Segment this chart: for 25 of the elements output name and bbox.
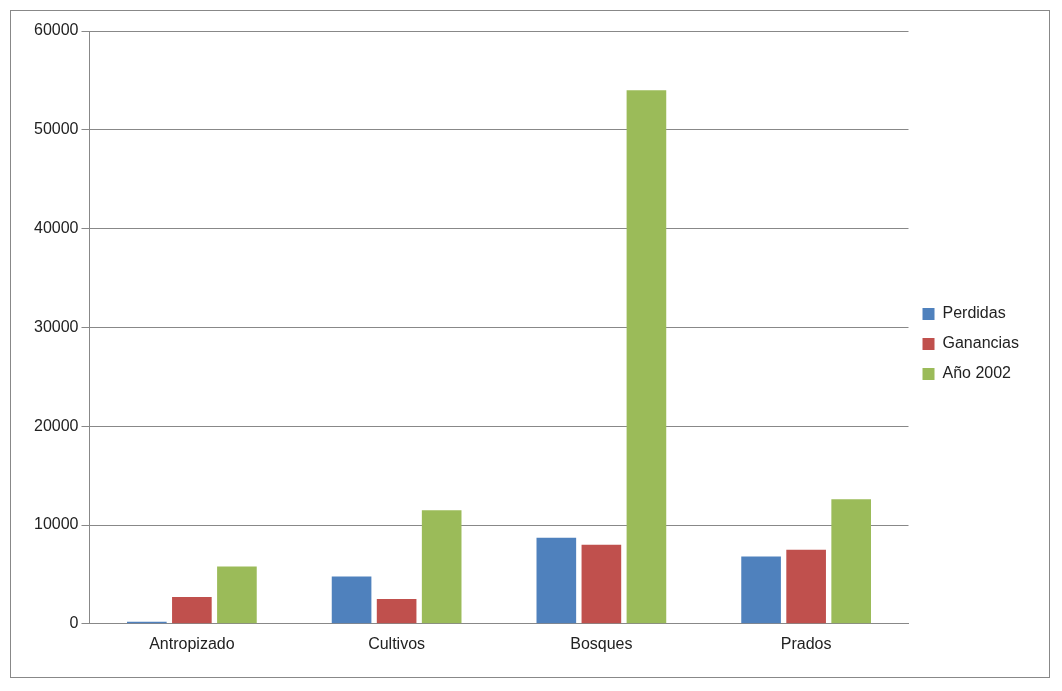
bar [831,499,871,624]
y-tick-label: 20000 [33,416,79,434]
bar [172,597,212,624]
bar [421,510,462,624]
x-tick-label: Cultivos [368,634,426,652]
y-tick-label: 40000 [33,219,79,237]
bar [626,90,667,624]
y-tick-label: 10000 [33,515,79,533]
y-tick-label: 50000 [33,120,79,138]
bar [786,549,826,624]
bar [217,566,257,624]
x-tick-label: Antropizado [149,634,235,652]
bar [741,556,781,624]
y-tick-label: 30000 [33,317,79,335]
legend-label: Perdidas [942,304,1006,322]
legend-label: Año 2002 [942,364,1012,382]
legend-label: Ganancias [942,334,1020,352]
x-tick-label: Bosques [570,634,633,652]
bar [581,544,622,624]
bar [331,576,372,624]
bar [536,537,577,624]
bar [376,599,417,624]
y-tick-label: 0 [69,614,79,632]
y-tick-label: 60000 [33,21,79,39]
x-tick-label: Prados [780,634,832,652]
